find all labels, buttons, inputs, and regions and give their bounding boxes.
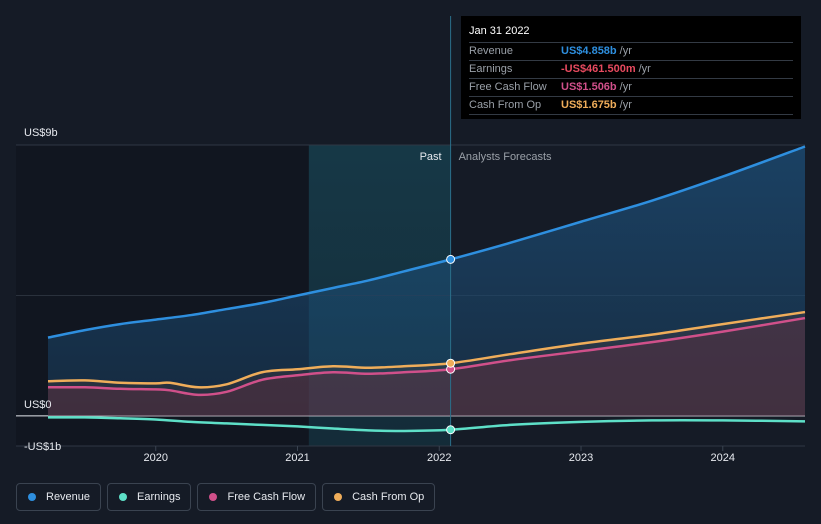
legend-item-free-cash-flow[interactable]: Free Cash Flow [197, 483, 317, 511]
tooltip-row-earnings: Earnings -US$461.500m /yr [469, 61, 793, 79]
marker-cash-from-op [446, 358, 456, 368]
series-areas [48, 146, 805, 416]
tooltip-row-cash-from-op: Cash From Op US$1.675b /yr [469, 97, 793, 115]
dot-icon [209, 493, 218, 501]
tooltip-unit: /yr [619, 81, 632, 93]
x-tick-label: 2024 [711, 452, 735, 464]
dot-icon [28, 493, 36, 501]
tooltip-value: US$4.858b [561, 45, 617, 57]
legend-item-cash-from-op[interactable]: Cash From Op [322, 483, 436, 511]
line-cash-from-op [47, 310, 806, 389]
legend-label: Revenue [46, 491, 91, 503]
dot-icon [334, 493, 343, 501]
tooltip-unit: /yr [619, 99, 632, 111]
forecast-label: Analysts Forecasts [459, 151, 552, 163]
tooltip-unit: /yr [638, 63, 651, 75]
legend-label: Cash From Op [352, 491, 425, 503]
tooltip-row-revenue: Revenue US$4.858b /yr [469, 43, 793, 61]
series-markers [446, 254, 456, 435]
series-lines [47, 145, 806, 433]
tooltip-label: Free Cash Flow [469, 81, 547, 93]
tooltip-row-free-cash-flow: Free Cash Flow US$1.506b /yr [469, 79, 793, 97]
tooltip-label: Revenue [469, 45, 514, 57]
tooltip-panel: Jan 31 2022 Revenue US$4.858b /yr Earnin… [461, 16, 801, 119]
marker-revenue [446, 254, 456, 264]
legend-item-earnings[interactable]: Earnings [107, 483, 192, 511]
tooltip-date: Jan 31 2022 [469, 24, 793, 43]
tooltip-value: -US$461.500m [561, 63, 636, 75]
tooltip-label: Earnings [469, 63, 513, 75]
x-tick-label: 2022 [427, 452, 451, 464]
line-free-cash-flow [47, 316, 806, 397]
y-axis-top-label: US$9b [24, 127, 58, 139]
line-earnings [47, 416, 806, 433]
legend-item-revenue[interactable]: Revenue [16, 483, 102, 511]
line-revenue [47, 145, 806, 339]
past-label: Past [420, 151, 442, 163]
tooltip-value: US$1.675b [561, 99, 617, 111]
area-revenue [48, 146, 805, 416]
area-cash-from-op [48, 312, 805, 416]
area-free-cash-flow [48, 318, 805, 416]
marker-earnings [446, 425, 456, 435]
legend: Revenue Earnings Free Cash Flow Cash Fro… [16, 483, 436, 511]
x-tick-label: 2023 [569, 452, 593, 464]
x-tick-label: 2021 [285, 452, 309, 464]
y-axis-zero-label: US$0 [24, 399, 52, 411]
legend-label: Earnings [137, 491, 181, 503]
legend-label: Free Cash Flow [227, 491, 306, 503]
x-tick-label: 2020 [143, 452, 167, 464]
tooltip-value: US$1.506b [561, 81, 617, 93]
dot-icon [119, 493, 128, 501]
tooltip-label: Cash From Op [469, 99, 542, 111]
y-axis-bottom-label: -US$1b [24, 441, 61, 453]
x-axis-ticks: 2020 2021 2022 2023 2024 [143, 446, 735, 464]
tooltip-unit: /yr [619, 45, 632, 57]
